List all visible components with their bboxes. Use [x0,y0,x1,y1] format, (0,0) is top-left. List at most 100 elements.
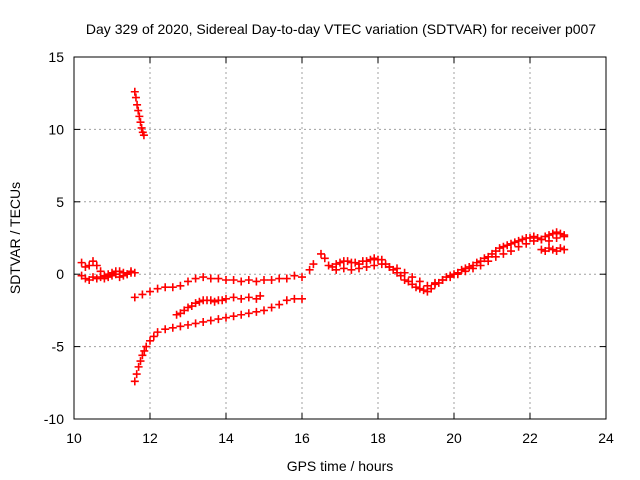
data-point [252,277,261,286]
data-point [446,273,455,282]
data-point [548,229,557,238]
data-point [108,271,116,280]
y-axis-label: SDTVAR / TECUs [7,182,23,294]
data-point [351,258,360,267]
data-point [309,260,318,269]
data-point [400,268,409,277]
data-point [491,252,500,261]
data-point [214,274,223,283]
data-point [545,244,553,253]
data-point [507,239,515,248]
data-point [545,236,553,245]
data-point [260,275,268,284]
x-axis-label: GPS time / hours [287,458,394,474]
y-tick-label: -5 [52,339,65,355]
data-point [172,310,181,319]
data-point [184,320,192,329]
data-point [298,294,306,303]
data-point [503,241,512,250]
data-point [184,303,192,312]
data-point [127,268,135,277]
data-point [465,262,474,271]
x-tick-label: 24 [598,430,614,446]
data-point [146,287,154,296]
data-point [560,232,569,241]
data-point [260,306,268,315]
data-point [237,294,246,303]
data-point [130,377,139,386]
data-point [252,307,261,316]
x-tick-label: 18 [370,430,386,446]
data-point [336,258,344,267]
data-point [362,262,371,271]
data-point [206,316,215,325]
data-point [431,278,439,287]
data-point [153,284,162,293]
data-point [453,270,462,279]
data-point [184,277,192,286]
data-point [282,274,291,283]
data-point [529,236,538,245]
data-point [191,274,200,283]
data-point [385,262,394,271]
data-point [290,271,299,280]
data-point [355,264,363,273]
data-point [92,261,101,270]
data-point [85,261,94,270]
data-point [206,274,215,283]
data-point [222,275,230,284]
x-tick-label: 10 [66,430,82,446]
data-point [423,281,432,290]
data-point [290,294,299,303]
data-point [153,328,162,337]
data-point [161,325,170,334]
data-point [123,270,132,279]
data-point [237,310,246,319]
data-point [229,275,238,284]
data-point [210,297,219,306]
data-point [377,260,386,269]
data-point [81,274,90,283]
data-point [518,235,527,244]
data-point [499,249,508,258]
data-point [298,273,306,282]
x-tick-label: 14 [218,430,234,446]
data-point [324,261,333,270]
data-point [267,303,276,312]
data-point [317,249,325,258]
data-point [133,100,142,109]
data-point [267,275,276,284]
data-point [136,118,145,127]
data-point [438,275,447,284]
y-tick-label: -10 [44,411,64,427]
data-point [199,317,208,326]
data-point [222,294,230,303]
data-point [136,357,145,366]
data-point [89,273,97,282]
data-point [412,283,420,292]
data-point [191,299,200,308]
data-point [140,346,149,355]
data-point [457,265,466,274]
data-point [104,273,113,282]
data-point [135,112,144,121]
data-point [149,332,158,341]
data-point [484,257,493,266]
data-point [495,244,504,253]
data-point [415,277,424,286]
data-point [130,293,139,302]
y-tick-label: 10 [48,121,64,137]
data-point [176,322,185,331]
data-point [89,257,97,266]
y-tick-label: 15 [48,49,64,65]
data-point [222,313,230,322]
data-point [507,247,515,256]
data-point [256,291,265,300]
data-point [161,283,170,292]
data-point [146,336,154,345]
plot-frame [73,56,607,420]
data-point [229,312,238,321]
data-series-p007 [77,87,569,386]
data-point [275,274,284,283]
